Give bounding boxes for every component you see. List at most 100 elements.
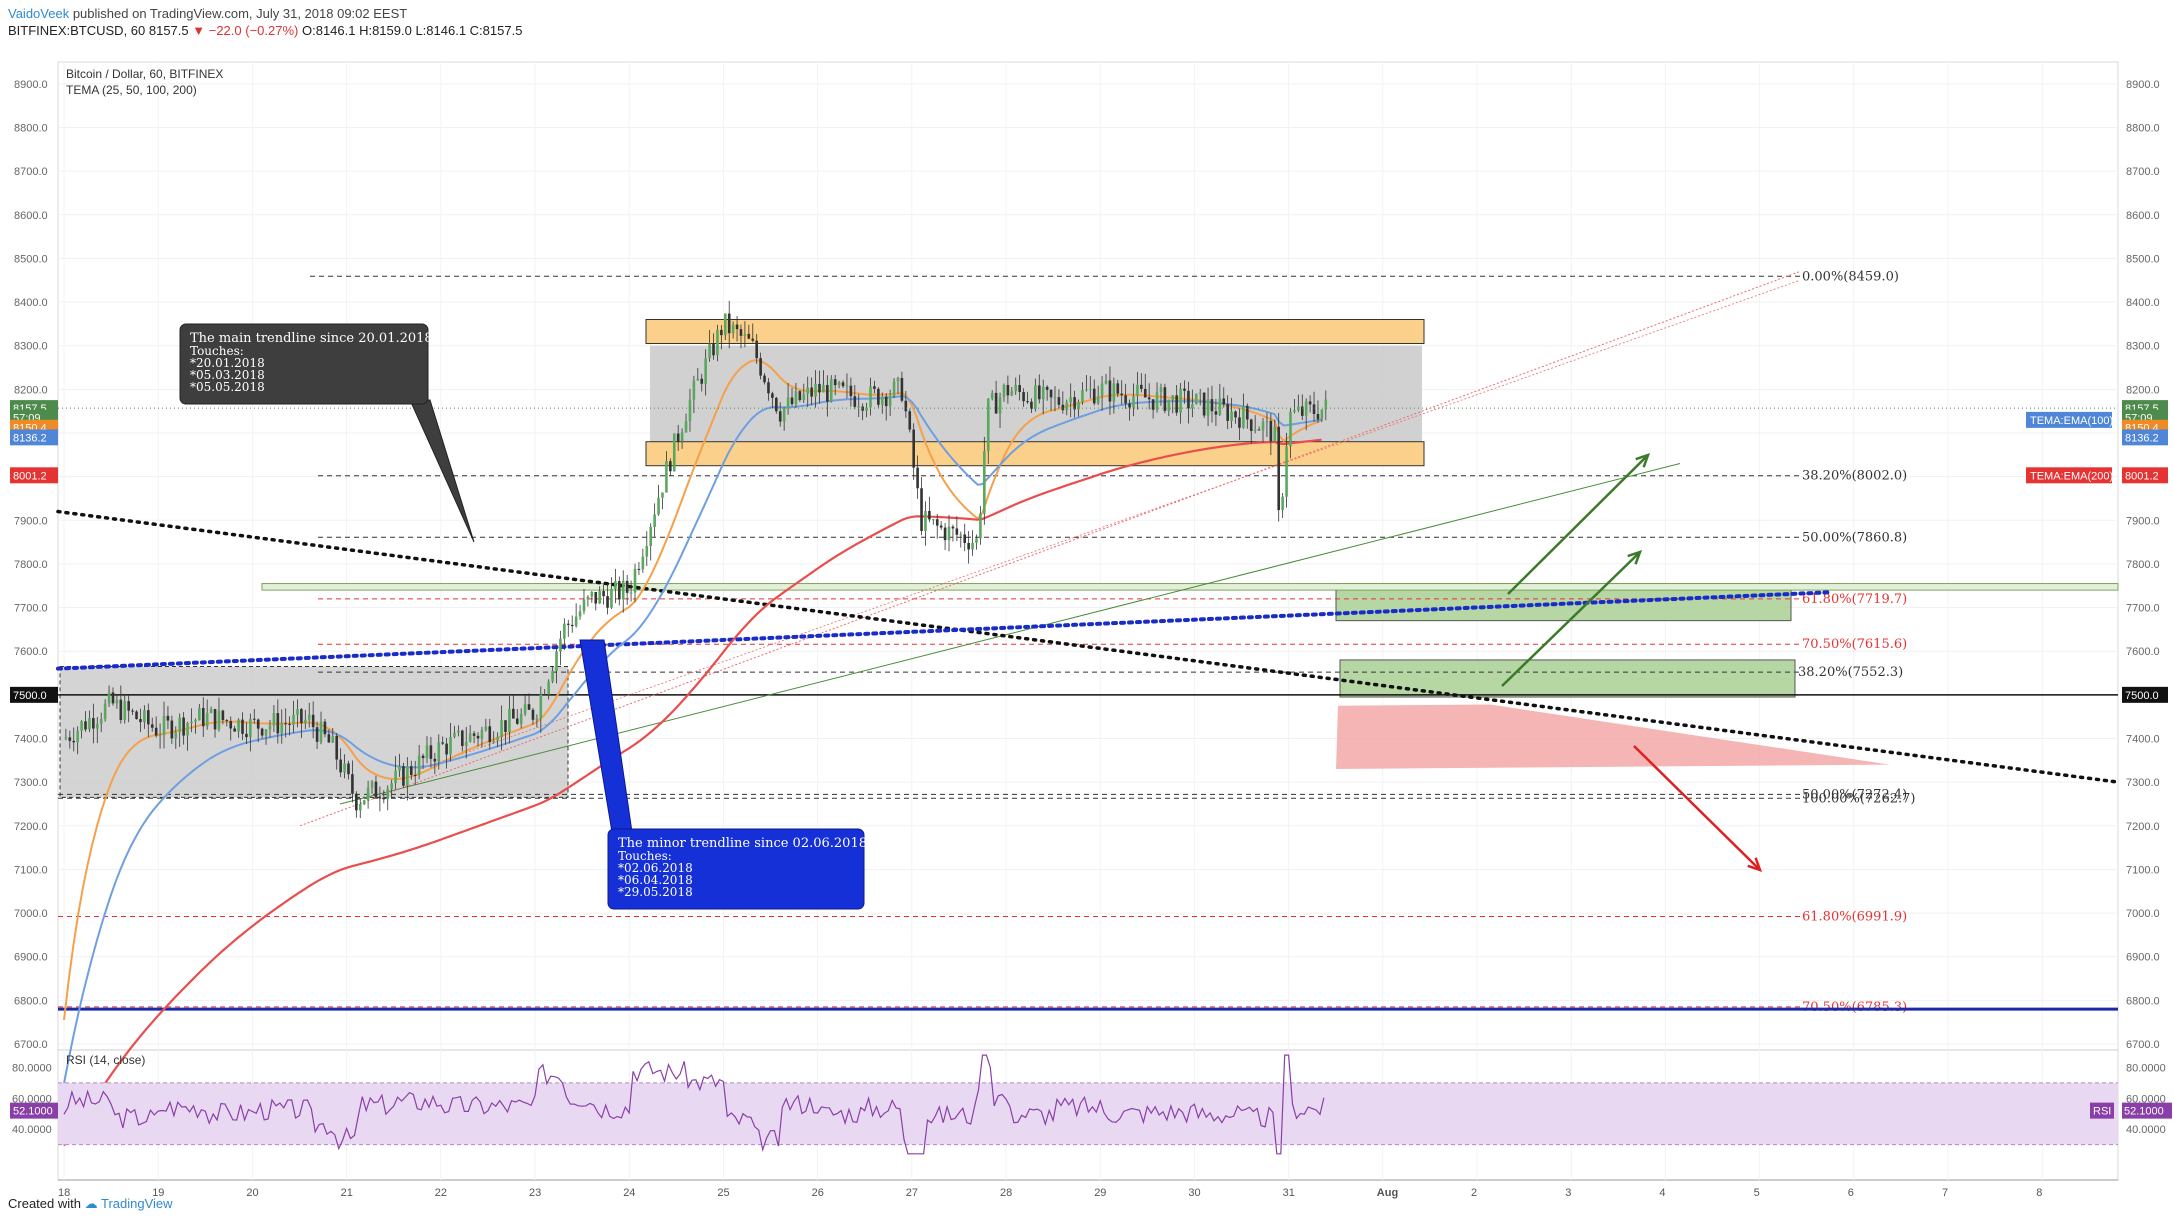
candle-body [362,800,366,805]
candle-body [154,727,158,736]
candle-body [1167,399,1171,411]
candle-body [582,599,586,612]
rsi-tick-left: 40.0000 [12,1124,52,1136]
footer-brand[interactable]: TradingView [101,1196,173,1211]
y-tick-label-right: 8400.0 [2126,297,2160,309]
candle-body [1037,385,1041,400]
candle-body [767,382,770,394]
candle-body [512,708,515,719]
candle-body [484,726,488,731]
candle-body [449,736,452,755]
price-label-right: 8136.2 [2125,432,2159,444]
candle-body [1026,401,1029,403]
range-box-left [59,665,569,798]
bearish-arrow [1633,745,1761,871]
minor-trendline-note-title: The minor trendline since 02.06.2018 [618,836,867,851]
indicator-label: TEMA (25, 50, 100, 200) [66,83,197,97]
price-label-left-bg [10,686,58,703]
candle-body [606,596,609,608]
candle-body [468,733,472,742]
candle-body [998,397,1002,414]
y-tick-label-right: 8700.0 [2126,166,2160,178]
rsi-value-right-bg [2122,1102,2172,1119]
candle-body [727,313,731,334]
candle-body [880,396,884,405]
bearish-arrow-head [1747,857,1763,873]
candle-body [657,497,660,515]
candle-body [641,556,645,570]
candle-body [1057,397,1061,405]
y-tick-label-right: 7000.0 [2126,908,2160,920]
candle-body [1151,399,1155,410]
candle-body [476,735,480,739]
candle-body [1273,426,1277,442]
candle-body [916,467,919,489]
rsi-band [58,1082,2118,1145]
x-tick-label: 3 [1565,1187,1571,1199]
candle-body [861,406,864,411]
minor-trendline-note-line: *06.04.2018 [618,873,693,887]
candle-body [1077,401,1080,410]
candle-body [1092,388,1096,404]
candle-body [1198,392,1202,394]
candle-body [496,736,499,741]
candle-body [457,730,460,733]
candle-body [1194,393,1198,405]
candle-body [672,433,676,472]
price-label-left: 8001.2 [13,470,47,482]
price-label-right-bg [2122,467,2168,484]
candle-body [1132,396,1135,408]
candle-body [1108,380,1112,402]
y-tick-label-left: 7200.0 [14,821,48,833]
candle-body [1116,383,1120,394]
green-channel-line [339,463,1681,805]
candle-body [1014,385,1018,392]
main-trendline-note-line: Touches: [190,344,244,358]
minor-trendline-note-box [607,828,865,910]
main-trendline [56,509,2120,784]
candle-body [578,611,582,617]
y-tick-label-right: 6800.0 [2126,995,2160,1007]
candle-body [739,329,743,336]
candle-body [264,729,268,736]
fib-label: 38.20%(8002.0) [1802,469,1907,484]
candle-body [618,581,621,600]
author-link[interactable]: VaidoVeek [8,6,70,21]
candle-body [1018,385,1021,392]
candle-body [869,386,872,408]
x-tick-label: 7 [1942,1187,1948,1199]
candle-body [245,733,248,738]
candle-body [260,728,264,736]
candle-body [1261,422,1265,431]
candle-body [963,534,967,544]
candle-body [307,714,311,720]
candle-body [284,723,287,725]
fib-label: 50.00%(7272.4) [1802,787,1907,802]
bullish-arrow-upper [1507,454,1649,595]
x-tick-label: 26 [812,1187,824,1199]
x-tick-label: 2 [1471,1187,1477,1199]
y-tick-label-left: 7700.0 [14,603,48,615]
rsi-tag-bg [2090,1102,2114,1119]
publish-info: published on TradingView.com, July 31, 2… [72,6,408,21]
candle-body [111,692,115,704]
candle-body [198,707,201,721]
candle-body [417,755,421,776]
candle-body [492,740,496,743]
candle-body [147,710,150,725]
candle-body [574,616,578,627]
candle-body [920,488,923,531]
x-tick-label: 25 [717,1187,729,1199]
price-label-right: 8001.2 [2125,470,2159,482]
candle-body [555,651,558,671]
candle-body [186,723,189,736]
candle-body [708,343,711,359]
candle-body [924,510,927,531]
candle-body [884,396,888,407]
candle-body [822,385,825,393]
candle-body [331,735,335,743]
candle-body [932,519,935,521]
candle-body [621,580,625,600]
candle-body [943,527,947,541]
